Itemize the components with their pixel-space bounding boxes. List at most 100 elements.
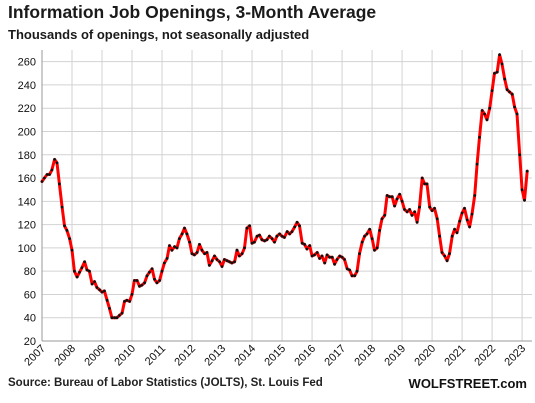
data-point	[450, 234, 454, 238]
data-point	[200, 248, 204, 252]
data-point	[78, 270, 81, 274]
data-point	[265, 238, 269, 242]
data-point	[208, 263, 211, 267]
data-point	[210, 259, 214, 263]
data-point	[303, 243, 306, 246]
data-point	[425, 182, 429, 186]
data-point	[113, 316, 116, 320]
data-point	[63, 224, 66, 228]
data-point	[373, 248, 376, 252]
data-point	[485, 118, 489, 122]
data-point	[150, 267, 154, 271]
data-point	[263, 239, 266, 243]
data-point	[160, 269, 164, 273]
y-tick-label: 40	[24, 313, 36, 325]
data-point	[98, 288, 101, 292]
data-point	[128, 300, 132, 303]
data-point	[288, 232, 291, 236]
data-point	[123, 300, 126, 303]
data-point	[88, 269, 91, 273]
data-point	[218, 260, 222, 264]
data-point	[418, 205, 421, 209]
data-point	[155, 281, 159, 285]
data-point	[138, 284, 141, 288]
data-point	[463, 206, 466, 210]
data-point	[85, 268, 89, 272]
data-point	[375, 246, 379, 250]
data-point	[133, 279, 136, 282]
data-point	[185, 232, 189, 236]
data-point	[125, 298, 129, 302]
data-point	[320, 254, 324, 258]
x-tick-label: 2020	[412, 343, 438, 369]
data-point	[270, 237, 274, 241]
data-point	[168, 244, 171, 248]
data-point	[338, 254, 342, 258]
y-tick-label: 60	[24, 289, 36, 301]
data-point	[240, 252, 244, 256]
x-tick-label: 2009	[82, 343, 108, 369]
data-point	[470, 212, 474, 216]
data-point	[520, 188, 524, 192]
data-point	[43, 176, 46, 180]
data-point	[443, 254, 447, 258]
data-point	[473, 194, 477, 197]
data-point	[108, 307, 111, 310]
data-point	[488, 106, 492, 110]
data-point	[410, 213, 414, 217]
data-point	[193, 253, 196, 257]
data-point	[468, 225, 471, 229]
x-tick-label: 2021	[442, 343, 468, 369]
y-tick-label: 140	[18, 196, 36, 208]
data-point	[310, 254, 314, 258]
data-point	[435, 217, 439, 221]
data-point	[493, 71, 496, 75]
x-tick-label: 2015	[262, 343, 288, 369]
data-point	[53, 158, 56, 161]
data-point	[195, 251, 199, 254]
data-point	[298, 224, 301, 228]
data-point	[345, 267, 349, 271]
data-point	[248, 224, 252, 228]
data-point	[213, 254, 216, 258]
data-point	[405, 210, 409, 214]
data-point	[60, 205, 64, 209]
data-point	[188, 240, 192, 244]
data-point	[420, 176, 424, 180]
data-point	[465, 218, 469, 222]
data-point	[95, 286, 99, 289]
data-point	[315, 251, 319, 254]
data-point	[153, 277, 156, 281]
data-point	[313, 253, 316, 257]
data-point	[453, 227, 456, 231]
data-point	[515, 112, 519, 116]
data-point	[80, 266, 84, 270]
y-axis: 20 40 60 80 100 120 140 160 180 200 220 240 260	[18, 57, 36, 348]
data-point	[158, 279, 162, 282]
data-point	[400, 199, 404, 203]
data-point	[83, 260, 86, 264]
data-point	[433, 206, 436, 210]
data-point	[58, 182, 61, 186]
data-point	[70, 248, 74, 252]
data-point	[308, 244, 312, 248]
data-point	[343, 258, 346, 261]
x-tick-label: 2022	[472, 343, 498, 369]
data-point	[455, 231, 459, 235]
x-tick-label: 2016	[292, 343, 318, 369]
data-point	[45, 173, 49, 176]
data-point	[318, 257, 321, 260]
data-point	[415, 220, 419, 224]
data-point	[118, 314, 121, 317]
data-point	[290, 230, 294, 234]
data-point	[370, 237, 374, 241]
data-point	[300, 241, 304, 245]
data-point	[48, 173, 51, 176]
data-point	[145, 274, 149, 278]
x-tick-label: 2010	[112, 343, 138, 369]
data-point	[40, 180, 44, 183]
x-tick-label: 2012	[172, 343, 198, 369]
data-point	[365, 232, 369, 236]
data-point	[75, 275, 79, 279]
data-point	[390, 195, 394, 199]
